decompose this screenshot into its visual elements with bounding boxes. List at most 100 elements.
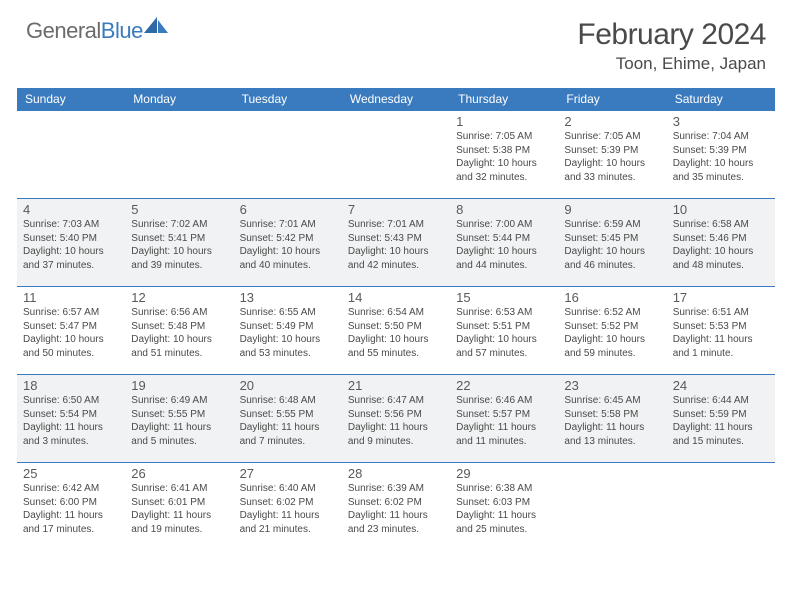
day-detail: Sunrise: 7:05 AMSunset: 5:39 PMDaylight:…: [564, 130, 660, 184]
day-cell: 12Sunrise: 6:56 AMSunset: 5:48 PMDayligh…: [125, 287, 233, 375]
day-detail: Sunrise: 6:45 AMSunset: 5:58 PMDaylight:…: [564, 394, 660, 448]
day-cell: 23Sunrise: 6:45 AMSunset: 5:58 PMDayligh…: [558, 375, 666, 463]
day-cell: 27Sunrise: 6:40 AMSunset: 6:02 PMDayligh…: [234, 463, 342, 551]
day-cell: 29Sunrise: 6:38 AMSunset: 6:03 PMDayligh…: [450, 463, 558, 551]
day-cell: 6Sunrise: 7:01 AMSunset: 5:42 PMDaylight…: [234, 199, 342, 287]
day-header-thursday: Thursday: [450, 88, 558, 111]
day-detail: Sunrise: 6:49 AMSunset: 5:55 PMDaylight:…: [131, 394, 227, 448]
day-detail: Sunrise: 7:05 AMSunset: 5:38 PMDaylight:…: [456, 130, 552, 184]
day-detail: Sunrise: 6:46 AMSunset: 5:57 PMDaylight:…: [456, 394, 552, 448]
day-header-tuesday: Tuesday: [234, 88, 342, 111]
day-number: 18: [23, 378, 119, 393]
day-number: 4: [23, 202, 119, 217]
day-number: 6: [240, 202, 336, 217]
day-detail: Sunrise: 7:03 AMSunset: 5:40 PMDaylight:…: [23, 218, 119, 272]
day-detail: Sunrise: 7:02 AMSunset: 5:41 PMDaylight:…: [131, 218, 227, 272]
day-number: 19: [131, 378, 227, 393]
day-number: 9: [564, 202, 660, 217]
day-number: 29: [456, 466, 552, 481]
header: GeneralBlue February 2024 Toon, Ehime, J…: [0, 0, 792, 82]
week-row: 4Sunrise: 7:03 AMSunset: 5:40 PMDaylight…: [17, 199, 775, 287]
day-detail: Sunrise: 6:52 AMSunset: 5:52 PMDaylight:…: [564, 306, 660, 360]
day-cell: 5Sunrise: 7:02 AMSunset: 5:41 PMDaylight…: [125, 199, 233, 287]
day-cell: 11Sunrise: 6:57 AMSunset: 5:47 PMDayligh…: [17, 287, 125, 375]
day-number: 3: [673, 114, 769, 129]
day-number: 22: [456, 378, 552, 393]
day-number: 21: [348, 378, 444, 393]
day-detail: Sunrise: 7:04 AMSunset: 5:39 PMDaylight:…: [673, 130, 769, 184]
day-detail: Sunrise: 6:42 AMSunset: 6:00 PMDaylight:…: [23, 482, 119, 536]
day-header-monday: Monday: [125, 88, 233, 111]
day-detail: Sunrise: 6:58 AMSunset: 5:46 PMDaylight:…: [673, 218, 769, 272]
week-row: 25Sunrise: 6:42 AMSunset: 6:00 PMDayligh…: [17, 463, 775, 551]
day-header-saturday: Saturday: [667, 88, 775, 111]
day-cell: 20Sunrise: 6:48 AMSunset: 5:55 PMDayligh…: [234, 375, 342, 463]
day-cell: 9Sunrise: 6:59 AMSunset: 5:45 PMDaylight…: [558, 199, 666, 287]
day-detail: Sunrise: 6:39 AMSunset: 6:02 PMDaylight:…: [348, 482, 444, 536]
day-cell: 19Sunrise: 6:49 AMSunset: 5:55 PMDayligh…: [125, 375, 233, 463]
month-year: February 2024: [577, 18, 766, 52]
day-detail: Sunrise: 6:57 AMSunset: 5:47 PMDaylight:…: [23, 306, 119, 360]
day-detail: Sunrise: 6:44 AMSunset: 5:59 PMDaylight:…: [673, 394, 769, 448]
day-cell: 3Sunrise: 7:04 AMSunset: 5:39 PMDaylight…: [667, 111, 775, 199]
day-detail: Sunrise: 6:55 AMSunset: 5:49 PMDaylight:…: [240, 306, 336, 360]
day-number: 24: [673, 378, 769, 393]
empty-cell: [342, 111, 450, 199]
empty-cell: [558, 463, 666, 551]
day-detail: Sunrise: 6:51 AMSunset: 5:53 PMDaylight:…: [673, 306, 769, 360]
logo-text-general: General: [26, 18, 101, 43]
day-number: 14: [348, 290, 444, 305]
day-number: 26: [131, 466, 227, 481]
day-cell: 26Sunrise: 6:41 AMSunset: 6:01 PMDayligh…: [125, 463, 233, 551]
logo-sail-icon: [143, 16, 169, 34]
day-detail: Sunrise: 6:59 AMSunset: 5:45 PMDaylight:…: [564, 218, 660, 272]
day-number: 11: [23, 290, 119, 305]
day-cell: 2Sunrise: 7:05 AMSunset: 5:39 PMDaylight…: [558, 111, 666, 199]
day-cell: 18Sunrise: 6:50 AMSunset: 5:54 PMDayligh…: [17, 375, 125, 463]
calendar-table: SundayMondayTuesdayWednesdayThursdayFrid…: [17, 88, 775, 551]
day-cell: 24Sunrise: 6:44 AMSunset: 5:59 PMDayligh…: [667, 375, 775, 463]
day-header-row: SundayMondayTuesdayWednesdayThursdayFrid…: [17, 88, 775, 111]
calendar-body: 1Sunrise: 7:05 AMSunset: 5:38 PMDaylight…: [17, 111, 775, 551]
week-row: 1Sunrise: 7:05 AMSunset: 5:38 PMDaylight…: [17, 111, 775, 199]
day-header-sunday: Sunday: [17, 88, 125, 111]
day-number: 25: [23, 466, 119, 481]
location: Toon, Ehime, Japan: [577, 54, 766, 74]
day-cell: 7Sunrise: 7:01 AMSunset: 5:43 PMDaylight…: [342, 199, 450, 287]
empty-cell: [234, 111, 342, 199]
day-cell: 21Sunrise: 6:47 AMSunset: 5:56 PMDayligh…: [342, 375, 450, 463]
day-cell: 28Sunrise: 6:39 AMSunset: 6:02 PMDayligh…: [342, 463, 450, 551]
logo-text-blue: Blue: [101, 18, 143, 43]
day-number: 10: [673, 202, 769, 217]
day-detail: Sunrise: 6:47 AMSunset: 5:56 PMDaylight:…: [348, 394, 444, 448]
day-number: 27: [240, 466, 336, 481]
day-header-wednesday: Wednesday: [342, 88, 450, 111]
day-number: 13: [240, 290, 336, 305]
day-number: 1: [456, 114, 552, 129]
day-cell: 17Sunrise: 6:51 AMSunset: 5:53 PMDayligh…: [667, 287, 775, 375]
day-detail: Sunrise: 6:40 AMSunset: 6:02 PMDaylight:…: [240, 482, 336, 536]
day-cell: 16Sunrise: 6:52 AMSunset: 5:52 PMDayligh…: [558, 287, 666, 375]
day-cell: 25Sunrise: 6:42 AMSunset: 6:00 PMDayligh…: [17, 463, 125, 551]
day-number: 16: [564, 290, 660, 305]
day-number: 20: [240, 378, 336, 393]
day-cell: 8Sunrise: 7:00 AMSunset: 5:44 PMDaylight…: [450, 199, 558, 287]
day-detail: Sunrise: 6:41 AMSunset: 6:01 PMDaylight:…: [131, 482, 227, 536]
empty-cell: [17, 111, 125, 199]
empty-cell: [667, 463, 775, 551]
day-detail: Sunrise: 7:01 AMSunset: 5:43 PMDaylight:…: [348, 218, 444, 272]
day-number: 17: [673, 290, 769, 305]
day-number: 28: [348, 466, 444, 481]
day-number: 12: [131, 290, 227, 305]
day-cell: 1Sunrise: 7:05 AMSunset: 5:38 PMDaylight…: [450, 111, 558, 199]
day-detail: Sunrise: 7:00 AMSunset: 5:44 PMDaylight:…: [456, 218, 552, 272]
day-number: 7: [348, 202, 444, 217]
day-cell: 15Sunrise: 6:53 AMSunset: 5:51 PMDayligh…: [450, 287, 558, 375]
day-cell: 14Sunrise: 6:54 AMSunset: 5:50 PMDayligh…: [342, 287, 450, 375]
day-detail: Sunrise: 6:38 AMSunset: 6:03 PMDaylight:…: [456, 482, 552, 536]
day-cell: 10Sunrise: 6:58 AMSunset: 5:46 PMDayligh…: [667, 199, 775, 287]
empty-cell: [125, 111, 233, 199]
day-detail: Sunrise: 6:54 AMSunset: 5:50 PMDaylight:…: [348, 306, 444, 360]
day-cell: 4Sunrise: 7:03 AMSunset: 5:40 PMDaylight…: [17, 199, 125, 287]
day-header-friday: Friday: [558, 88, 666, 111]
